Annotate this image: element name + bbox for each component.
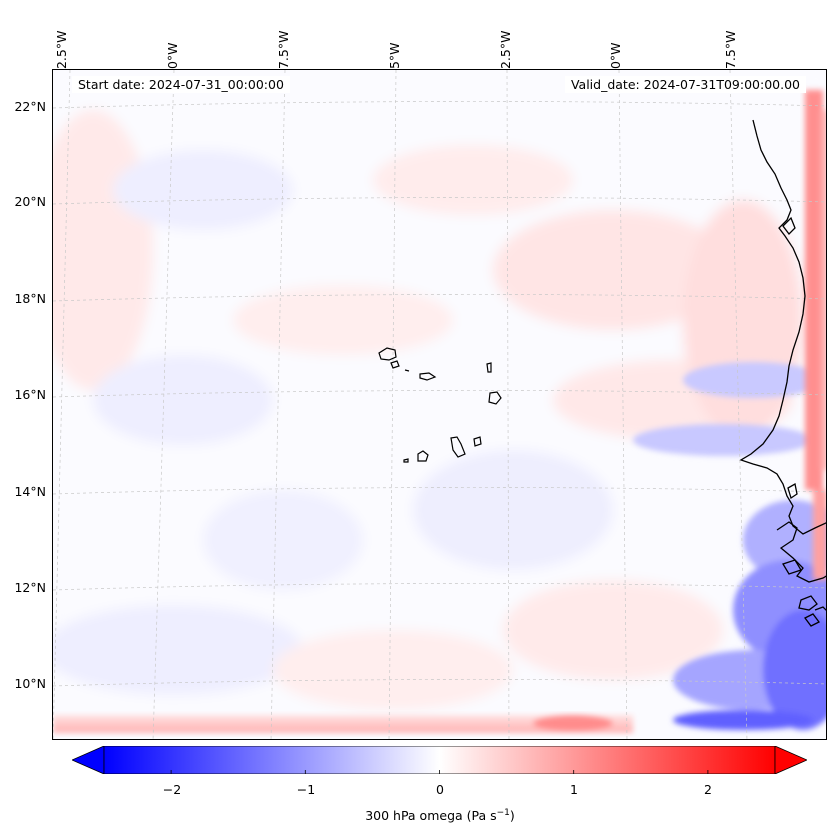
omega-field-map bbox=[53, 70, 826, 739]
colorbar-right-extend bbox=[774, 745, 808, 775]
colorbar-tick-label: 2 bbox=[704, 782, 712, 797]
colorbar-tick-label: 1 bbox=[570, 782, 578, 797]
lat-label-22n: 22°N bbox=[14, 99, 46, 114]
colorbar-svg bbox=[71, 745, 808, 775]
colorbar-title: 300 hPa omega (Pa s−1) bbox=[365, 808, 515, 823]
lat-label-16n: 16°N bbox=[14, 387, 46, 402]
colorbar bbox=[71, 745, 808, 775]
lat-label-12n: 12°N bbox=[14, 580, 46, 595]
cape-verde-islands bbox=[378, 347, 502, 463]
colorbar-tick-label: 0 bbox=[436, 782, 444, 797]
colorbar-body bbox=[103, 745, 776, 775]
colorbar-title-close: ) bbox=[509, 808, 515, 824]
east-boundary-descent bbox=[805, 90, 826, 580]
valid-date-label: Valid_date: 2024-07-31T09:00:00.00 bbox=[564, 76, 806, 93]
colorbar-ticks bbox=[170, 770, 709, 774]
lat-label-10n: 10°N bbox=[14, 676, 46, 691]
omega-field-shading bbox=[53, 70, 826, 739]
coastal-ascent-region bbox=[633, 362, 826, 730]
lat-label-20n: 20°N bbox=[14, 194, 46, 209]
lat-label-18n: 18°N bbox=[14, 291, 46, 306]
start-date-label: Start date: 2024-07-31_00:00:00 bbox=[72, 76, 290, 93]
south-boundary-descent bbox=[53, 715, 633, 733]
colorbar-title-text: 300 hPa omega (Pa s bbox=[365, 808, 497, 824]
colorbar-tick-label: −1 bbox=[296, 782, 316, 797]
colorbar-left-extend bbox=[71, 745, 105, 775]
map-panel bbox=[52, 69, 827, 740]
colorbar-title-exponent: −1 bbox=[496, 808, 510, 818]
colorbar-tick-label: −2 bbox=[162, 782, 182, 797]
lat-label-14n: 14°N bbox=[14, 484, 46, 499]
africa-coastline bbox=[739, 119, 826, 627]
graticule bbox=[53, 70, 826, 739]
